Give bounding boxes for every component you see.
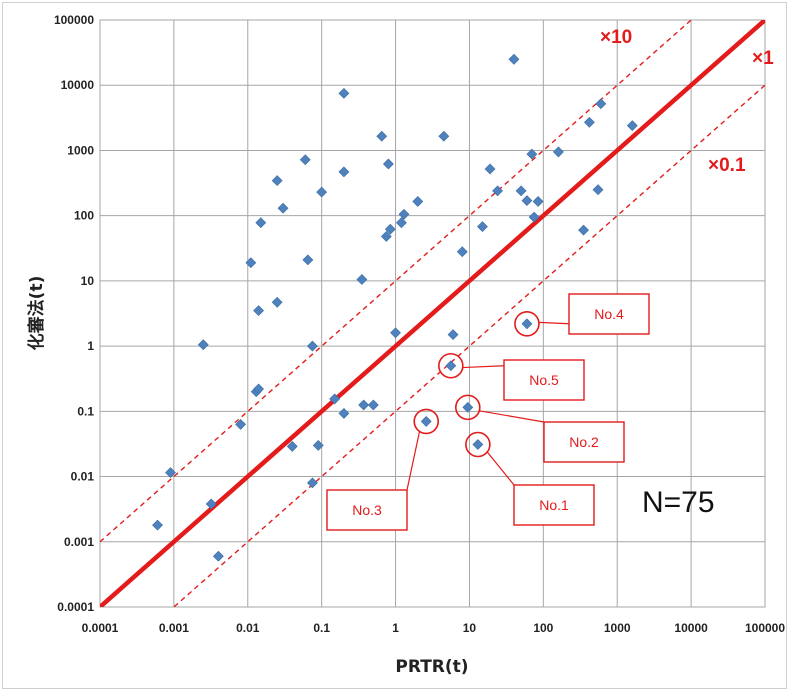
callout-label: No.4 [594,306,624,322]
x-tick-label: 0.01 [236,621,260,635]
ratio-label: ×1 [752,48,774,69]
y-tick-label: 100000 [54,13,94,27]
x-tick-label: 1 [392,621,399,635]
x-tick-label: 100 [533,621,553,635]
y-tick-label: 1 [87,339,94,353]
y-tick-label: 10 [81,274,95,288]
x-tick-label: 10000 [674,621,708,635]
x-tick-label: 0.1 [313,621,330,635]
callout-label: No.1 [539,497,569,513]
x-tick-label: 0.0001 [82,621,119,635]
y-tick-label: 10000 [61,78,95,92]
x-axis-title: PRTR(t) [395,657,468,677]
y-tick-label: 0.001 [64,535,94,549]
y-tick-label: 100 [74,209,94,223]
x-tick-label: 1000 [604,621,631,635]
callout-label: No.5 [529,372,559,388]
y-tick-label: 1000 [67,143,94,157]
callout-label: No.2 [569,434,599,450]
y-tick-label: 0.01 [71,470,95,484]
callout-label: No.3 [352,502,382,518]
ratio-label: ×10 [600,27,632,48]
x-tick-label: 0.001 [159,621,189,635]
ratio-label: ×0.1 [708,155,746,176]
y-tick-label: 0.0001 [57,600,94,614]
y-tick-label: 0.1 [77,404,94,418]
n-count-label: N=75 [642,486,715,519]
x-tick-label: 100000 [745,621,785,635]
y-axis-title: 化審法(t) [26,276,47,351]
x-tick-label: 10 [463,621,477,635]
